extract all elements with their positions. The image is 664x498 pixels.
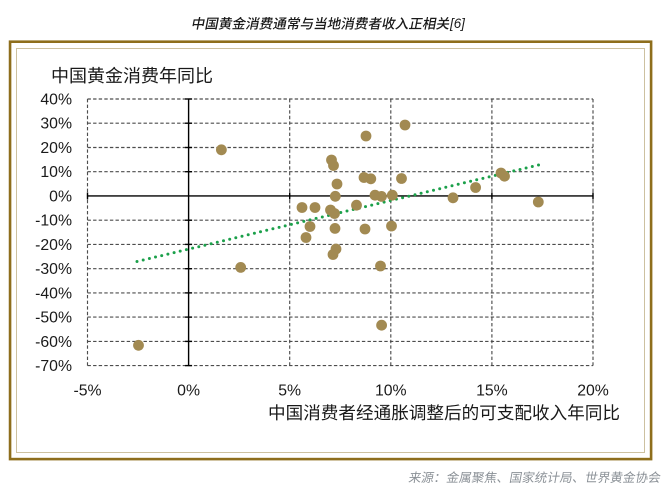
svg-text:-70%: -70%: [35, 358, 72, 375]
svg-text:-30%: -30%: [35, 261, 72, 278]
svg-text:20%: 20%: [40, 140, 72, 157]
svg-text:0%: 0%: [49, 188, 72, 205]
svg-text:[6]: [6]: [449, 16, 465, 31]
svg-text:-40%: -40%: [35, 285, 72, 302]
svg-text:-10%: -10%: [35, 213, 72, 230]
svg-text:30%: 30%: [40, 116, 72, 133]
svg-text:15%: 15%: [476, 383, 508, 400]
svg-text:-20%: -20%: [35, 237, 72, 254]
svg-text:5%: 5%: [278, 383, 301, 400]
svg-text:10%: 10%: [375, 383, 407, 400]
svg-text:-5%: -5%: [73, 383, 101, 400]
svg-text:-50%: -50%: [35, 310, 72, 327]
svg-text:20%: 20%: [577, 383, 609, 400]
svg-text:-60%: -60%: [35, 334, 72, 351]
svg-text:0%: 0%: [177, 383, 200, 400]
svg-text:10%: 10%: [40, 164, 72, 181]
svg-text:40%: 40%: [40, 91, 72, 108]
